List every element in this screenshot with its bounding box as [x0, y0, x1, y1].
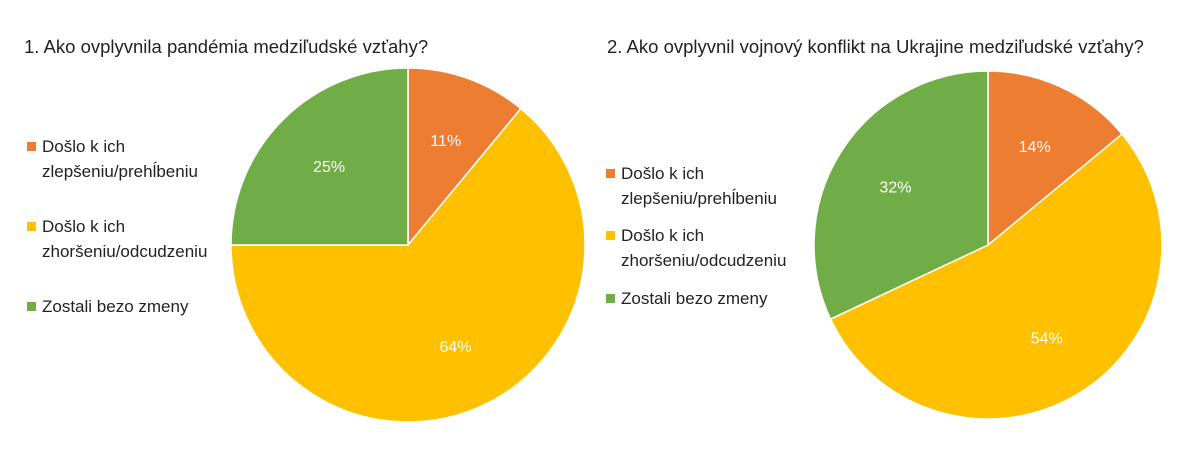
- legend-swatch: [606, 169, 615, 178]
- pie-slice-1: [987, 70, 1124, 247]
- legend-item-1: Došlo k ich zlepšeniu/prehĺbeniu: [606, 164, 777, 208]
- legend-swatch: [27, 222, 36, 231]
- legend-label: Zostali bezo zmeny: [621, 289, 768, 308]
- legend-label: zlepšeniu/prehĺbeniu: [42, 162, 198, 181]
- data-label-1: 11%: [430, 133, 461, 150]
- legend-label: Zostali bezo zmeny: [42, 297, 189, 316]
- legend-label: zlepšeniu/prehĺbeniu: [621, 189, 777, 208]
- legend-swatch: [27, 142, 36, 151]
- data-label-1: 14%: [1019, 139, 1051, 156]
- legend-item-1: Došlo k ich zlepšeniu/prehĺbeniu: [27, 137, 198, 181]
- legend-swatch: [27, 302, 36, 311]
- legend-item-3: Zostali bezo zmeny: [606, 289, 768, 308]
- pie-slice-2: [829, 133, 1163, 420]
- legend-label: Došlo k ich: [621, 226, 704, 245]
- legend-item-2: Došlo k ich zhoršeniu/odcudzeniu: [606, 226, 786, 270]
- legend-item-3: Zostali bezo zmeny: [27, 297, 189, 316]
- legend-label: Došlo k ich: [42, 137, 125, 156]
- data-label-3: 25%: [313, 159, 345, 176]
- pie-slice-3: [230, 67, 409, 246]
- chart-1-title: 1. Ako ovplyvnila pandémia medziľudské v…: [24, 36, 428, 57]
- chart-2-title: 2. Ako ovplyvnil vojnový konflikt na Ukr…: [607, 36, 1144, 57]
- data-label-2: 54%: [1031, 331, 1063, 348]
- legend-label: zhoršeniu/odcudzeniu: [621, 251, 786, 270]
- pie-chart-1: 11% 64% 25%: [230, 67, 586, 423]
- legend-swatch: [606, 231, 615, 240]
- pie-slice-2: [230, 107, 586, 423]
- legend-swatch: [606, 294, 615, 303]
- pie-slice-3: [813, 70, 989, 321]
- pie-slice-1: [407, 67, 522, 248]
- legend-label: zhoršeniu/odcudzeniu: [42, 242, 207, 261]
- legend-item-2: Došlo k ich zhoršeniu/odcudzeniu: [27, 217, 207, 261]
- legend-label: Došlo k ich: [621, 164, 704, 183]
- data-label-3: 32%: [879, 179, 911, 196]
- data-label-2: 64%: [439, 339, 471, 356]
- legend-label: Došlo k ich: [42, 217, 125, 236]
- pie-chart-2: 14% 54% 32%: [813, 70, 1163, 420]
